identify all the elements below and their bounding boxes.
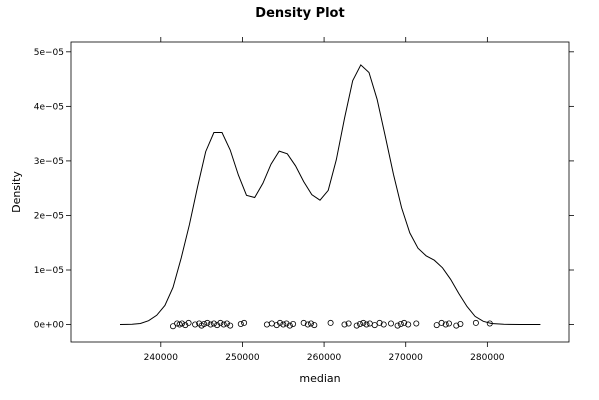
rug-point xyxy=(217,319,224,326)
rug-point xyxy=(280,321,287,328)
rug-point xyxy=(241,319,248,326)
rug-point xyxy=(276,319,283,326)
rug-point xyxy=(486,320,493,327)
y-tick-label: 1e−05 xyxy=(34,266,64,276)
rug-point xyxy=(376,319,383,326)
rug-point xyxy=(223,320,230,327)
rug-point xyxy=(204,319,211,326)
y-axis: 0e+00 1e−05 2e−05 3e−05 4e−05 5e−05 xyxy=(34,48,574,331)
rug-point xyxy=(341,321,348,328)
y-tick-label: 4e−05 xyxy=(34,102,64,112)
rug-point xyxy=(438,319,445,326)
x-axis: 240000 250000 260000 270000 280000 xyxy=(144,37,505,363)
rug-point xyxy=(345,320,352,327)
y-tick-label: 5e−05 xyxy=(34,48,64,58)
rug-point xyxy=(178,320,185,327)
rug-point xyxy=(185,319,192,326)
rug-point xyxy=(327,319,334,326)
rug-point xyxy=(263,321,270,328)
rug-point xyxy=(371,322,378,329)
rug-point xyxy=(290,320,297,327)
rug-point xyxy=(311,322,318,329)
rug-point xyxy=(380,321,387,328)
y-tick-label: 2e−05 xyxy=(34,211,64,221)
rug-point xyxy=(397,320,404,327)
rug-point xyxy=(405,321,412,328)
rug-point xyxy=(457,320,464,327)
rug-point xyxy=(227,322,234,329)
rug-point xyxy=(356,320,363,327)
rug-point xyxy=(201,320,208,327)
rug-point xyxy=(286,322,293,329)
rug-point xyxy=(300,319,307,326)
y-tick-label: 3e−05 xyxy=(34,157,64,167)
density-curve xyxy=(119,64,541,325)
rug-point xyxy=(207,321,214,328)
plot-frame xyxy=(70,41,570,343)
y-tick-label: 0e+00 xyxy=(34,321,65,331)
rug-point xyxy=(442,321,449,328)
x-tick-label: 280000 xyxy=(470,353,505,363)
rug-point xyxy=(401,319,408,326)
rug-point xyxy=(353,322,360,329)
rug-point xyxy=(210,320,217,327)
rug-point xyxy=(283,320,290,327)
rug-point xyxy=(366,320,373,327)
x-tick-label: 270000 xyxy=(389,353,424,363)
y-axis-label: Density xyxy=(10,171,23,213)
rug-point xyxy=(363,321,370,328)
rug-point xyxy=(445,320,452,327)
rug-point xyxy=(307,320,314,327)
x-tick-label: 250000 xyxy=(225,353,260,363)
x-axis-label: median xyxy=(299,372,340,385)
rug-point xyxy=(433,322,440,329)
rug-point xyxy=(237,320,244,327)
rug-point xyxy=(360,319,367,326)
x-tick-label: 260000 xyxy=(307,353,342,363)
rug-point xyxy=(268,320,275,327)
rug-point xyxy=(192,321,199,328)
rug-point xyxy=(394,322,401,329)
rug-point xyxy=(387,320,394,327)
rug-point xyxy=(413,320,420,327)
rug-point xyxy=(220,321,227,328)
x-tick-label: 240000 xyxy=(144,353,179,363)
rug-point xyxy=(453,322,460,329)
rug-point xyxy=(169,323,176,330)
rug-point xyxy=(304,321,311,328)
chart-title: Density Plot xyxy=(255,6,344,21)
rug-point xyxy=(472,319,479,326)
rug-points xyxy=(169,319,493,330)
